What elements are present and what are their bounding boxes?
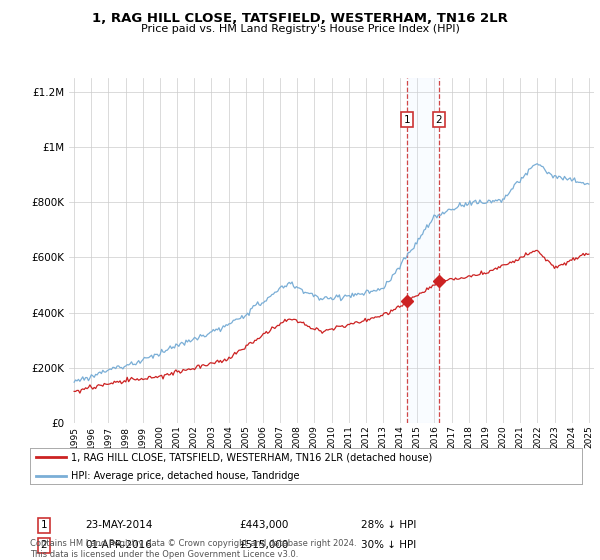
Text: 23-MAY-2014: 23-MAY-2014 bbox=[85, 520, 152, 530]
Text: 1: 1 bbox=[40, 520, 47, 530]
Text: 01-APR-2016: 01-APR-2016 bbox=[85, 540, 152, 550]
Text: HPI: Average price, detached house, Tandridge: HPI: Average price, detached house, Tand… bbox=[71, 472, 300, 482]
Text: 2: 2 bbox=[436, 115, 442, 125]
Text: 2: 2 bbox=[40, 540, 47, 550]
Text: 1, RAG HILL CLOSE, TATSFIELD, WESTERHAM, TN16 2LR (detached house): 1, RAG HILL CLOSE, TATSFIELD, WESTERHAM,… bbox=[71, 452, 433, 462]
Text: 30% ↓ HPI: 30% ↓ HPI bbox=[361, 540, 416, 550]
Text: 1, RAG HILL CLOSE, TATSFIELD, WESTERHAM, TN16 2LR: 1, RAG HILL CLOSE, TATSFIELD, WESTERHAM,… bbox=[92, 12, 508, 25]
Text: £443,000: £443,000 bbox=[240, 520, 289, 530]
Text: Price paid vs. HM Land Registry's House Price Index (HPI): Price paid vs. HM Land Registry's House … bbox=[140, 24, 460, 34]
Text: Contains HM Land Registry data © Crown copyright and database right 2024.
This d: Contains HM Land Registry data © Crown c… bbox=[30, 539, 356, 559]
Text: £515,000: £515,000 bbox=[240, 540, 289, 550]
Text: 28% ↓ HPI: 28% ↓ HPI bbox=[361, 520, 416, 530]
Text: 1: 1 bbox=[404, 115, 410, 125]
Bar bbox=[407, 78, 439, 423]
